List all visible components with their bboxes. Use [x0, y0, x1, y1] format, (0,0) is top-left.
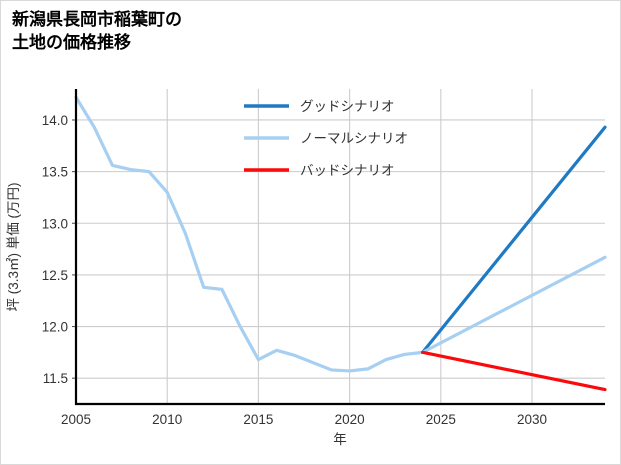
series-line-バッドシナリオ — [420, 350, 607, 392]
series-line-ノーマルシナリオ — [420, 255, 607, 354]
x-tick-label: 2005 — [61, 412, 91, 427]
series-group — [74, 95, 607, 392]
y-tick-label: 12.0 — [42, 320, 68, 335]
x-tick-label: 2010 — [152, 412, 182, 427]
y-tick-label: 11.5 — [43, 371, 68, 386]
x-tick-label: 2020 — [335, 412, 365, 427]
y-axis-label: 坪 (3.3㎡) 単価 (万円) — [6, 182, 21, 311]
axis-spines — [74, 89, 605, 406]
legend-label: グッドシナリオ — [300, 99, 395, 114]
x-tick-label: 2015 — [243, 412, 273, 427]
x-axis-label: 年 — [333, 432, 347, 447]
x-tick-labels: 2005 2010 2015 2020 2025 2030 — [61, 412, 547, 427]
x-tick-label: 2025 — [426, 412, 456, 427]
page-title: 新潟県長岡市稲葉町の 土地の価格推移 — [12, 10, 182, 52]
series-line-実績 — [74, 95, 425, 373]
legend-label: ノーマルシナリオ — [300, 131, 408, 146]
legend-label: バッドシナリオ — [300, 163, 395, 178]
gridlines-group — [76, 89, 605, 404]
y-tick-labels: 11.5 12.0 12.5 13.0 13.5 14.0 — [42, 113, 68, 386]
y-tick-label: 12.5 — [42, 268, 68, 283]
y-tick-label: 13.5 — [42, 165, 68, 180]
y-tick-label: 13.0 — [42, 216, 68, 231]
y-tick-label: 14.0 — [42, 113, 68, 128]
x-tick-label: 2030 — [517, 412, 547, 427]
series-line-グッドシナリオ — [420, 125, 607, 354]
